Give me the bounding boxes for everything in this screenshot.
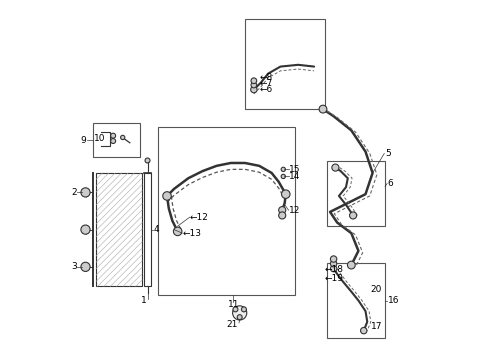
Circle shape xyxy=(349,212,357,219)
Text: 2: 2 xyxy=(71,188,76,197)
Text: 21: 21 xyxy=(226,320,238,329)
Circle shape xyxy=(347,261,355,269)
Bar xyxy=(326,161,385,226)
Text: ←8: ←8 xyxy=(259,73,272,82)
Circle shape xyxy=(251,86,257,93)
Bar xyxy=(245,19,325,109)
Bar xyxy=(158,127,294,295)
Text: 11: 11 xyxy=(227,300,239,309)
Text: ←18: ←18 xyxy=(325,265,344,274)
Circle shape xyxy=(282,190,290,198)
Circle shape xyxy=(319,105,327,113)
Circle shape xyxy=(251,82,257,88)
Circle shape xyxy=(281,167,285,171)
Text: 9: 9 xyxy=(80,136,86,145)
Bar xyxy=(144,173,151,286)
Text: 1: 1 xyxy=(141,296,147,305)
Circle shape xyxy=(330,256,337,262)
Bar xyxy=(326,263,385,338)
Text: ←7: ←7 xyxy=(259,79,272,88)
Text: 4: 4 xyxy=(154,225,160,234)
Text: 5: 5 xyxy=(385,149,391,158)
Circle shape xyxy=(233,307,238,312)
Text: 17: 17 xyxy=(371,322,382,331)
Circle shape xyxy=(279,207,286,214)
Text: 14: 14 xyxy=(289,172,301,181)
Text: ←19: ←19 xyxy=(325,274,344,283)
Text: ←6: ←6 xyxy=(259,85,272,94)
Circle shape xyxy=(330,265,337,272)
Text: ←12: ←12 xyxy=(190,213,209,222)
Circle shape xyxy=(173,227,182,236)
Text: 20: 20 xyxy=(371,285,382,294)
Text: 12: 12 xyxy=(289,206,301,215)
Circle shape xyxy=(330,260,337,267)
Circle shape xyxy=(81,188,90,197)
Circle shape xyxy=(279,212,286,219)
Bar xyxy=(93,123,141,157)
Circle shape xyxy=(237,315,242,320)
Circle shape xyxy=(242,307,246,312)
Bar xyxy=(96,173,142,286)
Text: 3: 3 xyxy=(71,262,76,271)
Text: 15: 15 xyxy=(289,165,301,174)
Text: 16: 16 xyxy=(388,296,399,305)
Circle shape xyxy=(332,164,339,171)
Circle shape xyxy=(281,174,285,179)
Circle shape xyxy=(121,135,125,140)
Circle shape xyxy=(111,133,116,138)
Circle shape xyxy=(361,328,367,334)
Text: 6: 6 xyxy=(388,179,393,188)
Circle shape xyxy=(111,139,116,144)
Circle shape xyxy=(251,78,257,84)
Circle shape xyxy=(163,192,172,200)
Text: ←13: ←13 xyxy=(183,229,202,238)
Text: 10: 10 xyxy=(95,134,106,143)
Circle shape xyxy=(81,262,90,271)
Circle shape xyxy=(81,225,90,234)
Circle shape xyxy=(145,158,150,163)
Circle shape xyxy=(233,306,247,320)
